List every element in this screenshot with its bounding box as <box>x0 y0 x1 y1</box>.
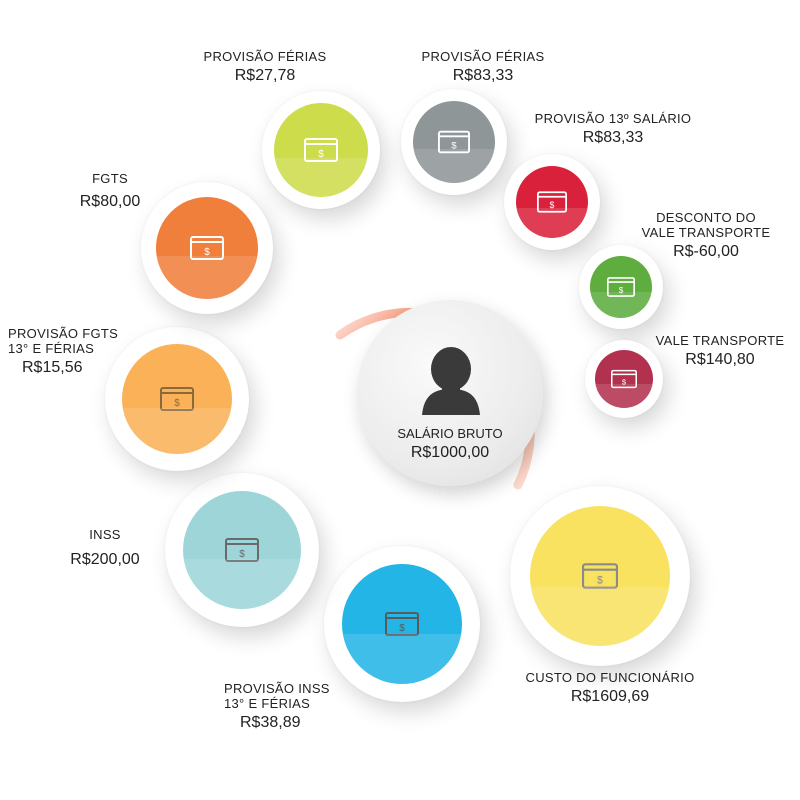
money-card-icon: $ <box>611 369 637 389</box>
item-title: INSS <box>89 527 121 542</box>
money-card-icon: $ <box>385 612 419 636</box>
label-fgts: FGTS R$80,00 <box>65 171 155 211</box>
money-card-icon: $ <box>438 130 470 154</box>
label-provisao-13: PROVISÃO 13º SALÁRIO R$83,33 <box>528 111 698 147</box>
item-title-line1: DESCONTO DO <box>656 210 756 225</box>
money-card-icon: $ <box>190 236 224 260</box>
label-provisao-ferias-2: PROVISÃO FÉRIAS R$83,33 <box>408 49 558 85</box>
label-provisao-inss: PROVISÃO INSS 13° E FÉRIAS R$38,89 <box>224 681 374 732</box>
item-title: PROVISÃO FÉRIAS <box>203 49 327 64</box>
bubble-provisao-13: $ <box>504 154 600 250</box>
bubble-provisao-ferias-2: $ <box>401 89 507 195</box>
bubble-provisao-ferias-1: $ <box>262 91 380 209</box>
item-value: R$27,78 <box>234 66 296 84</box>
bubble-vale-transporte: $ <box>585 340 663 418</box>
money-card-icon: $ <box>225 538 259 562</box>
item-title: CUSTO DO FUNCIONÁRIO <box>525 670 695 685</box>
bubble-desconto-vt: $ <box>579 245 663 329</box>
center-value: R$1000,00 <box>410 444 490 461</box>
bubble-provisao-fgts: $ <box>105 327 249 471</box>
bubble-custo-funcionario: $ <box>510 486 690 666</box>
item-title-line2: VALE TRANSPORTE <box>641 224 771 240</box>
label-custo-funcionario: CUSTO DO FUNCIONÁRIO R$1609,69 <box>510 670 710 706</box>
svg-text:$: $ <box>174 398 180 409</box>
item-title: VALE TRANSPORTE <box>655 333 785 348</box>
money-card-icon: $ <box>537 191 567 213</box>
item-title: FGTS <box>92 171 128 186</box>
money-card-icon: $ <box>607 277 635 297</box>
svg-text:$: $ <box>622 377 627 386</box>
item-title-line1: PROVISÃO FGTS <box>8 326 119 341</box>
svg-text:$: $ <box>619 286 624 295</box>
item-value: R$83,33 <box>582 128 644 146</box>
center-salary-bubble: SALÁRIO BRUTO R$1000,00 <box>357 300 543 486</box>
svg-text:$: $ <box>451 140 457 151</box>
label-vale-transporte: VALE TRANSPORTE R$140,80 <box>650 333 790 369</box>
svg-text:$: $ <box>204 247 210 258</box>
item-value: R$200,00 <box>70 550 140 568</box>
svg-text:$: $ <box>597 574 603 586</box>
money-card-icon: $ <box>160 387 194 411</box>
money-card-icon: $ <box>582 563 618 589</box>
bubble-inss: $ <box>165 473 319 627</box>
money-card-icon: $ <box>304 138 338 162</box>
svg-text:$: $ <box>550 200 555 210</box>
item-value: R$140,80 <box>685 350 755 368</box>
svg-text:$: $ <box>399 623 405 634</box>
item-title-line1: PROVISÃO INSS <box>224 681 330 696</box>
bubble-fgts: $ <box>141 182 273 314</box>
bubble-provisao-inss: $ <box>324 546 480 702</box>
label-desconto-vt: DESCONTO DO VALE TRANSPORTE R$-60,00 <box>636 210 776 261</box>
item-title-line2: 13° E FÉRIAS <box>224 695 311 711</box>
item-value: R$1609,69 <box>570 687 650 705</box>
svg-text:$: $ <box>239 549 245 560</box>
item-value: R$-60,00 <box>673 242 739 260</box>
label-provisao-fgts: PROVISÃO FGTS 13° E FÉRIAS R$15,56 <box>8 326 128 377</box>
item-title: PROVISÃO FÉRIAS <box>421 49 545 64</box>
item-value: R$83,33 <box>452 66 514 84</box>
label-inss: INSS R$200,00 <box>55 527 155 569</box>
label-provisao-ferias-1: PROVISÃO FÉRIAS R$27,78 <box>190 49 340 85</box>
item-title-line2: 13° E FÉRIAS <box>8 340 95 356</box>
item-value: R$80,00 <box>79 192 141 210</box>
svg-text:$: $ <box>318 149 324 160</box>
center-title: SALÁRIO BRUTO <box>397 426 503 441</box>
person-silhouette-icon <box>422 347 480 415</box>
item-value: R$15,56 <box>22 358 83 376</box>
item-value: R$38,89 <box>240 713 301 731</box>
item-title: PROVISÃO 13º SALÁRIO <box>534 111 692 126</box>
